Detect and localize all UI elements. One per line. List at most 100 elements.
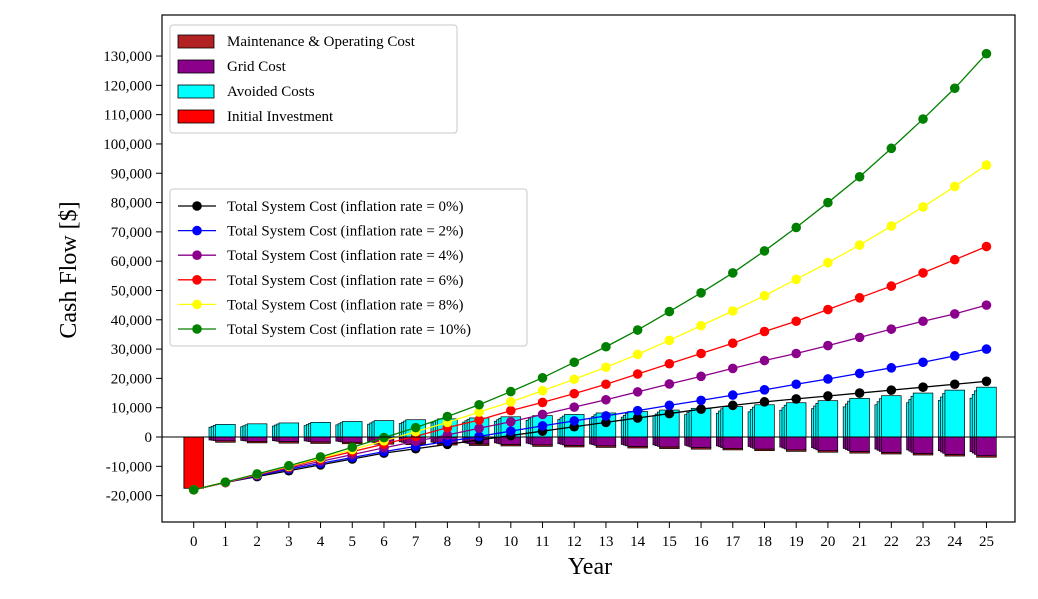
y-tick-label: 130,000 — [103, 49, 152, 65]
grid-cost-bar — [215, 436, 236, 442]
bar-legend-swatch — [177, 59, 215, 74]
series-point-1 — [981, 344, 992, 354]
avoided-costs-bar — [817, 400, 839, 438]
series-legend-label: Total System Cost (inflation rate = 0%) — [227, 199, 464, 215]
x-tick-label: 25 — [979, 534, 994, 550]
grid-cost-bar — [659, 436, 680, 448]
maintenance-operating-cost-bar — [944, 454, 965, 457]
grid-cost-bar — [310, 436, 331, 443]
series-point-4 — [474, 407, 484, 417]
x-tick-label: 23 — [916, 534, 931, 550]
series-point-5 — [315, 452, 326, 462]
maintenance-operating-cost-bar — [881, 452, 902, 455]
x-tick-label: 11 — [535, 534, 549, 550]
y-tick-label: 110,000 — [104, 108, 152, 124]
x-tick-label: 17 — [725, 534, 741, 550]
bar-legend-label: Initial Investment — [227, 109, 334, 125]
series-point-5 — [188, 484, 199, 495]
series-point-5 — [791, 222, 802, 233]
maintenance-operating-cost-bar — [215, 440, 236, 443]
grid-cost-bar — [564, 436, 585, 446]
series-point-3 — [696, 348, 706, 359]
series-point-5 — [632, 325, 643, 335]
bar-legend-box — [169, 24, 458, 134]
series-point-4 — [981, 160, 992, 170]
series-point-0 — [854, 388, 865, 398]
series-point-4 — [601, 362, 611, 373]
series-point-5 — [981, 48, 992, 59]
maintenance-operating-cost-bar — [722, 448, 743, 451]
series-point-3 — [727, 338, 738, 349]
series-line-1 — [193, 348, 987, 491]
series-point-3 — [854, 293, 865, 303]
x-tick-label: 14 — [630, 534, 646, 550]
series-point-0 — [696, 404, 706, 414]
series-point-0 — [791, 394, 802, 404]
maintenance-operating-cost-bar — [786, 449, 807, 452]
series-point-3 — [918, 268, 928, 278]
maintenance-operating-cost-bar — [659, 446, 680, 449]
x-tick-label: 2 — [253, 534, 261, 550]
grid-cost-bar — [595, 436, 617, 447]
series-point-3 — [949, 254, 960, 265]
grid-cost-bar — [881, 436, 902, 453]
series-legend-marker — [192, 324, 202, 334]
y-axis-label: Cash Flow [$] — [56, 201, 82, 338]
x-tick-label: 12 — [567, 534, 582, 550]
maintenance-operating-cost-bar — [564, 445, 585, 448]
series-point-5 — [854, 171, 865, 182]
series-point-1 — [632, 405, 643, 416]
series-line-5 — [193, 53, 987, 491]
series-point-2 — [759, 355, 770, 366]
series-point-4 — [727, 306, 738, 316]
x-tick-label: 1 — [222, 534, 230, 550]
series-point-1 — [506, 426, 516, 436]
x-tick-label: 19 — [789, 534, 804, 550]
series-point-2 — [601, 394, 611, 405]
series-point-1 — [569, 416, 580, 426]
grid-cost-bar — [342, 436, 363, 443]
series-point-3 — [474, 415, 484, 425]
series-point-5 — [347, 442, 358, 453]
series-point-5 — [949, 83, 960, 94]
avoided-costs-bar — [722, 406, 743, 438]
series-point-2 — [506, 416, 516, 427]
series-point-4 — [918, 202, 928, 212]
maintenance-operating-cost-bar — [500, 444, 521, 447]
series-point-5 — [537, 373, 548, 383]
y-tick-label: 80,000 — [111, 196, 152, 212]
y-tick-label: 90,000 — [111, 166, 152, 182]
series-point-5 — [886, 143, 897, 154]
grid-cost-bar — [849, 436, 870, 453]
series-point-3 — [664, 358, 675, 369]
x-tick-label: 4 — [317, 534, 325, 550]
x-tick-label: 9 — [475, 534, 483, 550]
x-axis-label: Year — [568, 554, 612, 580]
initial-investment-bar — [183, 436, 204, 489]
series-point-5 — [474, 399, 484, 410]
series-point-5 — [727, 268, 738, 278]
series-line-4 — [193, 164, 987, 491]
series-point-5 — [823, 197, 833, 208]
maintenance-operating-cost-bar — [627, 446, 648, 449]
series-point-4 — [664, 335, 675, 346]
avoided-costs-bar — [246, 423, 268, 438]
grid-cost-bar — [627, 436, 648, 447]
series-point-0 — [727, 400, 738, 411]
grid-cost-bar — [754, 436, 775, 450]
maintenance-operating-cost-bar — [278, 441, 300, 444]
grid-cost-bar — [786, 436, 807, 451]
series-legend-label: Total System Cost (inflation rate = 10%) — [227, 322, 471, 338]
maintenance-operating-cost-bar — [310, 441, 331, 444]
series-point-5 — [442, 411, 453, 422]
series-point-2 — [949, 309, 960, 319]
series-point-4 — [823, 257, 833, 268]
x-tick-label: 5 — [349, 534, 357, 550]
series-point-5 — [379, 432, 389, 443]
series-legend-label: Total System Cost (inflation rate = 8%) — [227, 297, 464, 313]
avoided-costs-bar — [310, 422, 331, 438]
series-legend-label: Total System Cost (inflation rate = 4%) — [227, 248, 464, 264]
series-point-1 — [727, 390, 738, 400]
series-point-2 — [474, 423, 484, 434]
series-point-2 — [918, 316, 928, 327]
